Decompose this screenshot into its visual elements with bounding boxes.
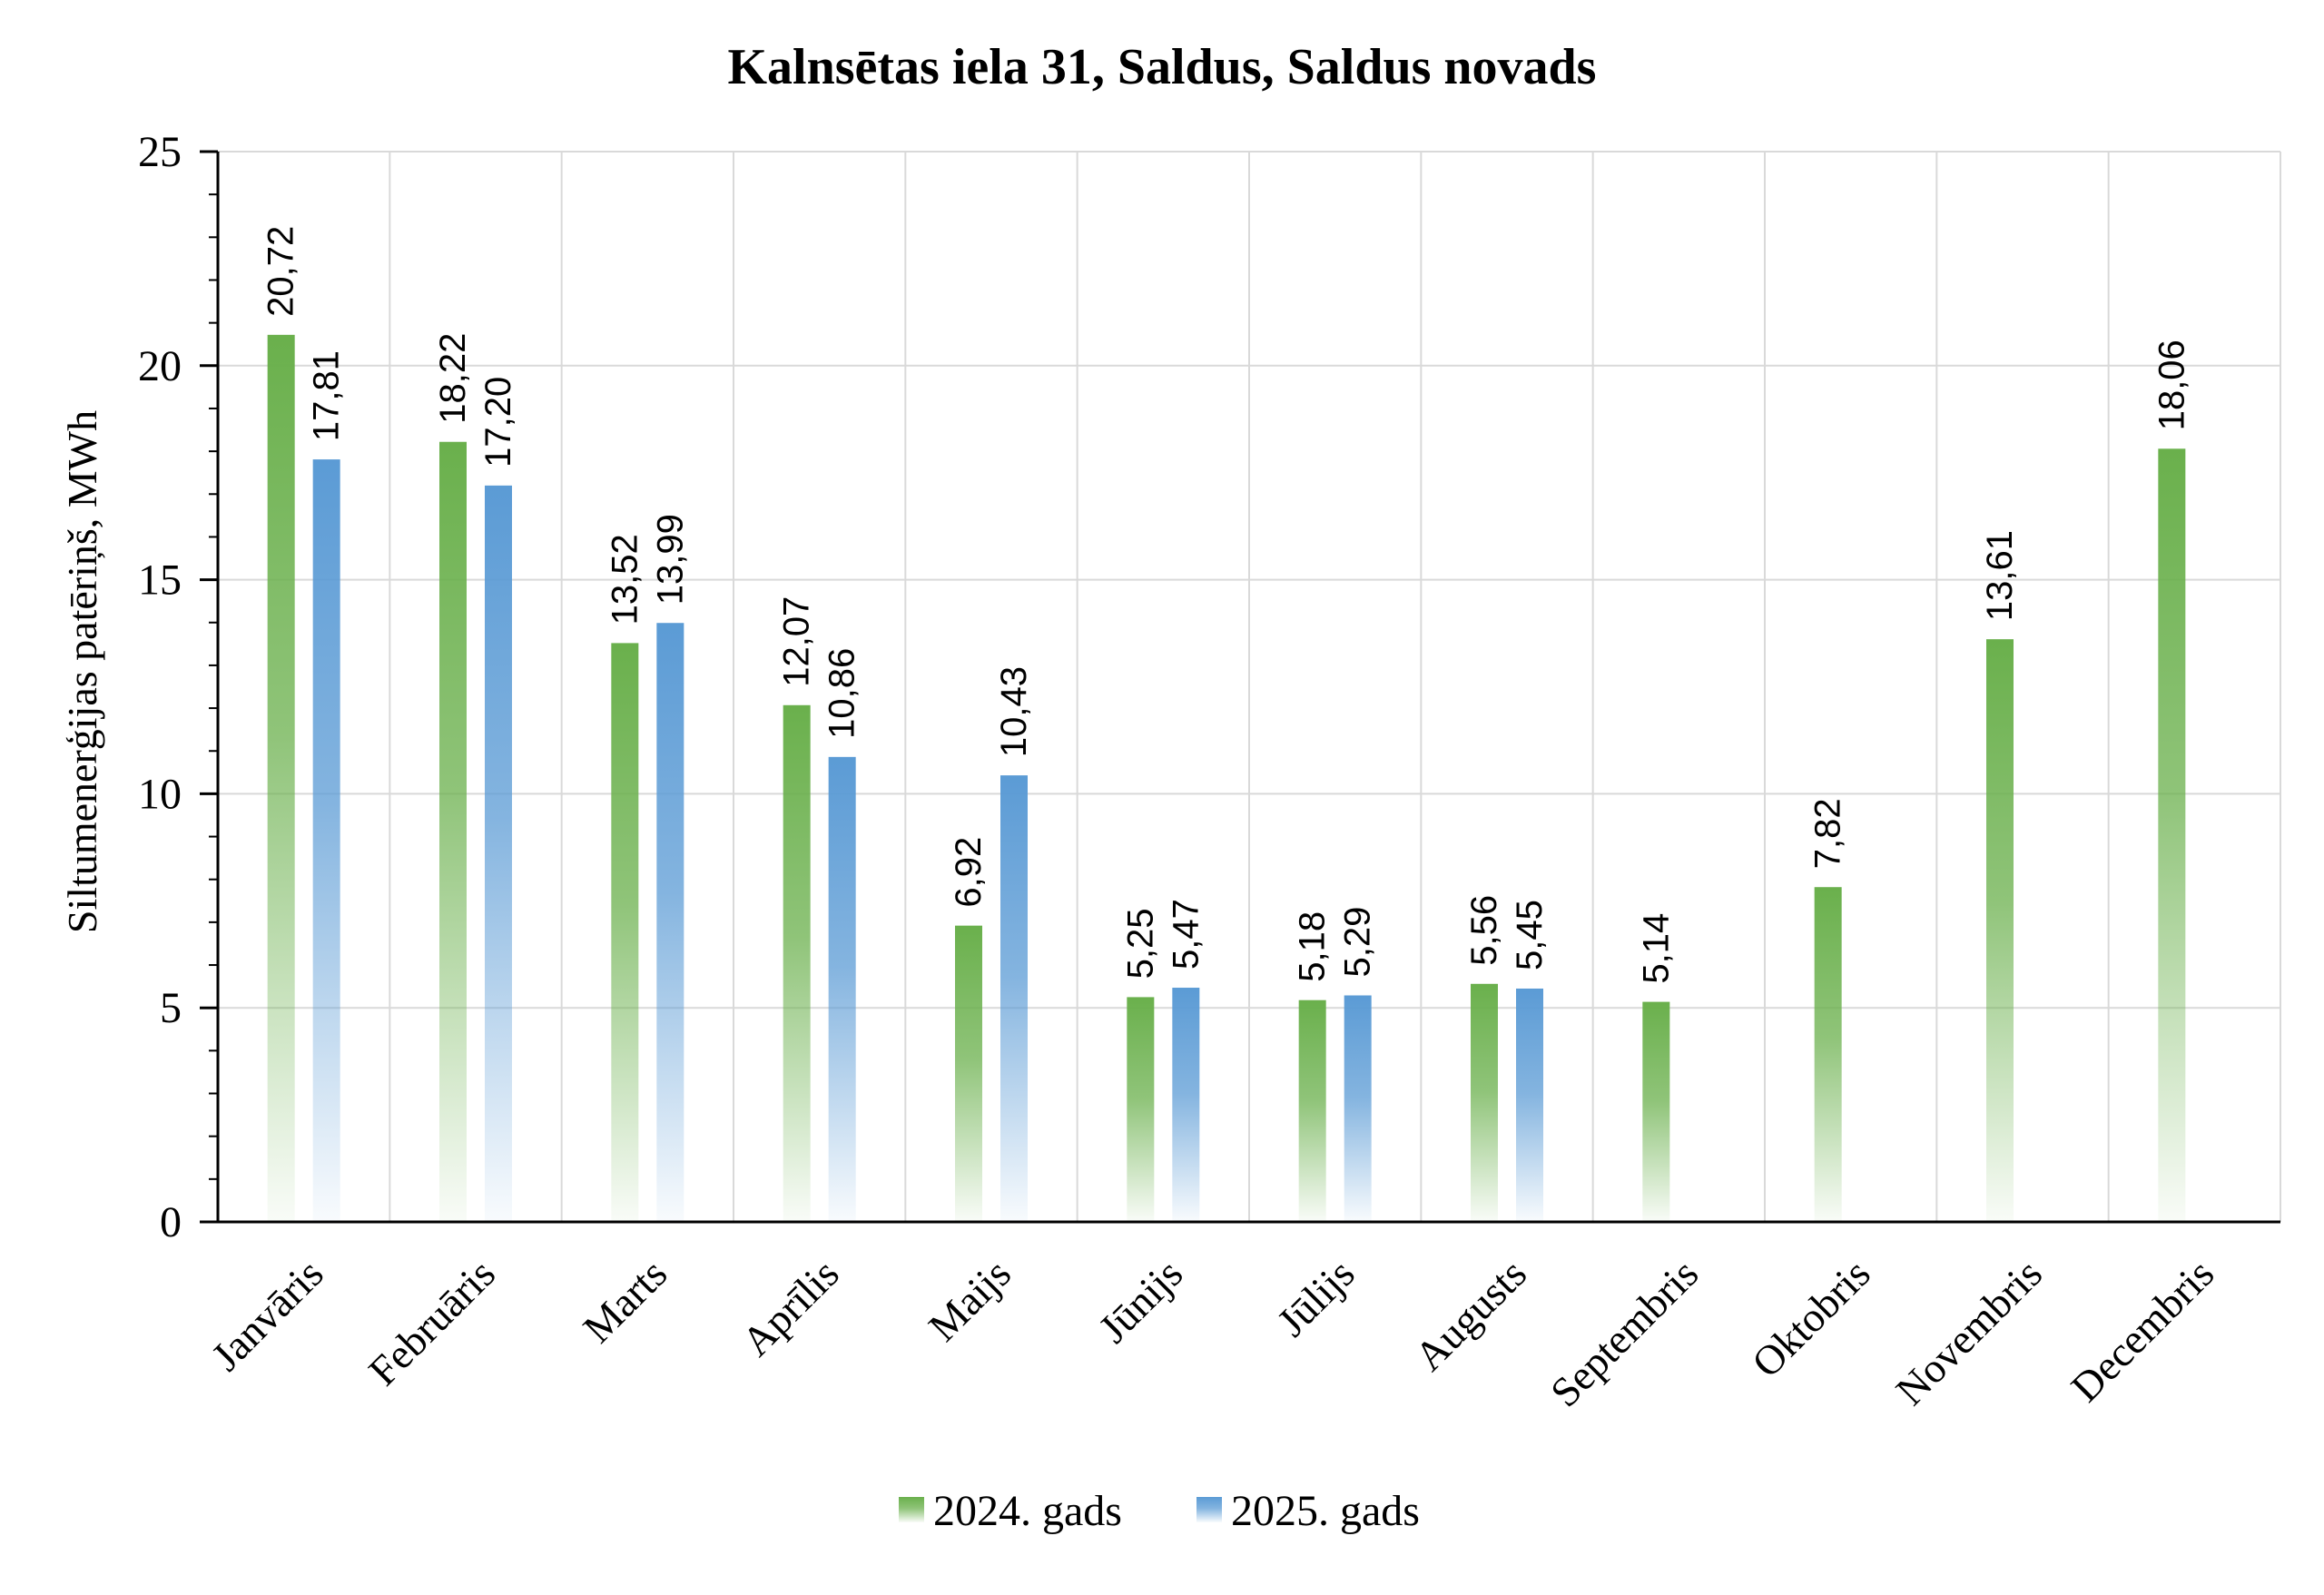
x-tick-label: Marts bbox=[574, 1250, 675, 1352]
x-tick-label: Oktobris bbox=[1743, 1250, 1879, 1386]
x-tick-label: Augusts bbox=[1405, 1250, 1535, 1380]
data-label: 10,43 bbox=[994, 666, 1034, 757]
y-tick-label: 20 bbox=[138, 342, 182, 390]
bar-2024-3 bbox=[783, 704, 811, 1222]
bar-2024-1 bbox=[439, 441, 467, 1222]
bar-2024-9 bbox=[1814, 887, 1842, 1222]
data-label: 6,92 bbox=[949, 837, 989, 908]
legend-label-2024: 2024. gads bbox=[933, 1487, 1122, 1535]
bar-2025-3 bbox=[828, 756, 856, 1222]
chart-title: Kalnsētas iela 31, Saldus, Saldus novads bbox=[728, 39, 1597, 95]
bar-2025-4 bbox=[1000, 775, 1028, 1222]
bar-2025-6 bbox=[1344, 995, 1372, 1222]
bar-2024-8 bbox=[1642, 1001, 1670, 1222]
bar-2025-2 bbox=[656, 623, 684, 1222]
bar-2025-0 bbox=[312, 459, 340, 1222]
bar-2024-7 bbox=[1471, 983, 1498, 1222]
x-tick-label: Septembris bbox=[1541, 1250, 1707, 1415]
data-label: 13,99 bbox=[650, 514, 690, 605]
data-label: 5,25 bbox=[1120, 909, 1160, 980]
y-tick-label: 0 bbox=[160, 1198, 182, 1246]
x-tick-label: Novembris bbox=[1886, 1250, 2051, 1414]
legend-swatch-2025 bbox=[1196, 1497, 1222, 1522]
data-labels: 20,72 18,22 13,52 12,07 6,92 5,25 5,18 5,56 5,14… bbox=[261, 226, 2192, 984]
x-tick-label: Februāris bbox=[359, 1250, 504, 1394]
y-axis-title: Siltumenerģijas patēriņš, MWh bbox=[59, 410, 105, 933]
data-label: 10,86 bbox=[822, 648, 862, 739]
data-label: 5,56 bbox=[1464, 895, 1504, 966]
x-tick-label: Decembris bbox=[2062, 1250, 2222, 1411]
data-label: 5,47 bbox=[1166, 899, 1206, 970]
bar-2025-5 bbox=[1172, 988, 1200, 1222]
data-label: 5,45 bbox=[1510, 900, 1550, 970]
x-tick-label: Jūnijs bbox=[1089, 1250, 1191, 1352]
bar-2024-6 bbox=[1298, 999, 1326, 1222]
legend: 2024. gads 2025. gads bbox=[899, 1487, 1420, 1535]
data-label: 13,61 bbox=[1980, 530, 2020, 621]
data-label: 5,14 bbox=[1636, 913, 1676, 984]
data-label: 12,07 bbox=[777, 596, 817, 687]
y-tick-label: 15 bbox=[138, 556, 182, 605]
bar-2025-7 bbox=[1516, 988, 1543, 1222]
data-label: 18,22 bbox=[433, 333, 473, 424]
data-label: 7,82 bbox=[1808, 798, 1848, 869]
x-tick-labels: Janvāris Februāris Marts Aprīlis Maijs Jūnijs… bbox=[202, 1250, 2222, 1415]
data-label: 18,06 bbox=[2152, 340, 2191, 430]
bar-2024-10 bbox=[1986, 639, 2014, 1222]
bar-2024-2 bbox=[611, 643, 639, 1222]
bars bbox=[267, 334, 2186, 1222]
x-tick-label: Janvāris bbox=[202, 1250, 332, 1380]
data-label: 20,72 bbox=[261, 226, 301, 317]
axes bbox=[200, 150, 2280, 1224]
data-label: 17,81 bbox=[307, 350, 347, 441]
bar-2024-11 bbox=[2158, 448, 2186, 1222]
y-tick-label: 10 bbox=[138, 770, 182, 818]
bar-2024-0 bbox=[267, 334, 295, 1222]
y-tick-label: 5 bbox=[160, 984, 182, 1032]
bar-2024-4 bbox=[955, 925, 982, 1222]
x-tick-label: Aprīlis bbox=[733, 1250, 847, 1364]
data-label: 5,29 bbox=[1338, 907, 1378, 978]
data-label: 17,20 bbox=[478, 377, 518, 468]
y-tick-label: 25 bbox=[138, 128, 182, 176]
legend-label-2025: 2025. gads bbox=[1231, 1487, 1420, 1535]
legend-swatch-2024 bbox=[899, 1497, 924, 1522]
gridlines bbox=[218, 151, 2281, 1222]
x-tick-label: Jūlijs bbox=[1268, 1250, 1364, 1345]
y-tick-labels: 0 5 10 15 20 25 bbox=[138, 128, 182, 1246]
bar-2024-5 bbox=[1127, 997, 1155, 1222]
bar-2025-1 bbox=[485, 485, 512, 1222]
data-label: 13,52 bbox=[605, 534, 645, 625]
data-label: 5,18 bbox=[1293, 911, 1333, 982]
x-tick-label: Maijs bbox=[920, 1250, 1019, 1350]
